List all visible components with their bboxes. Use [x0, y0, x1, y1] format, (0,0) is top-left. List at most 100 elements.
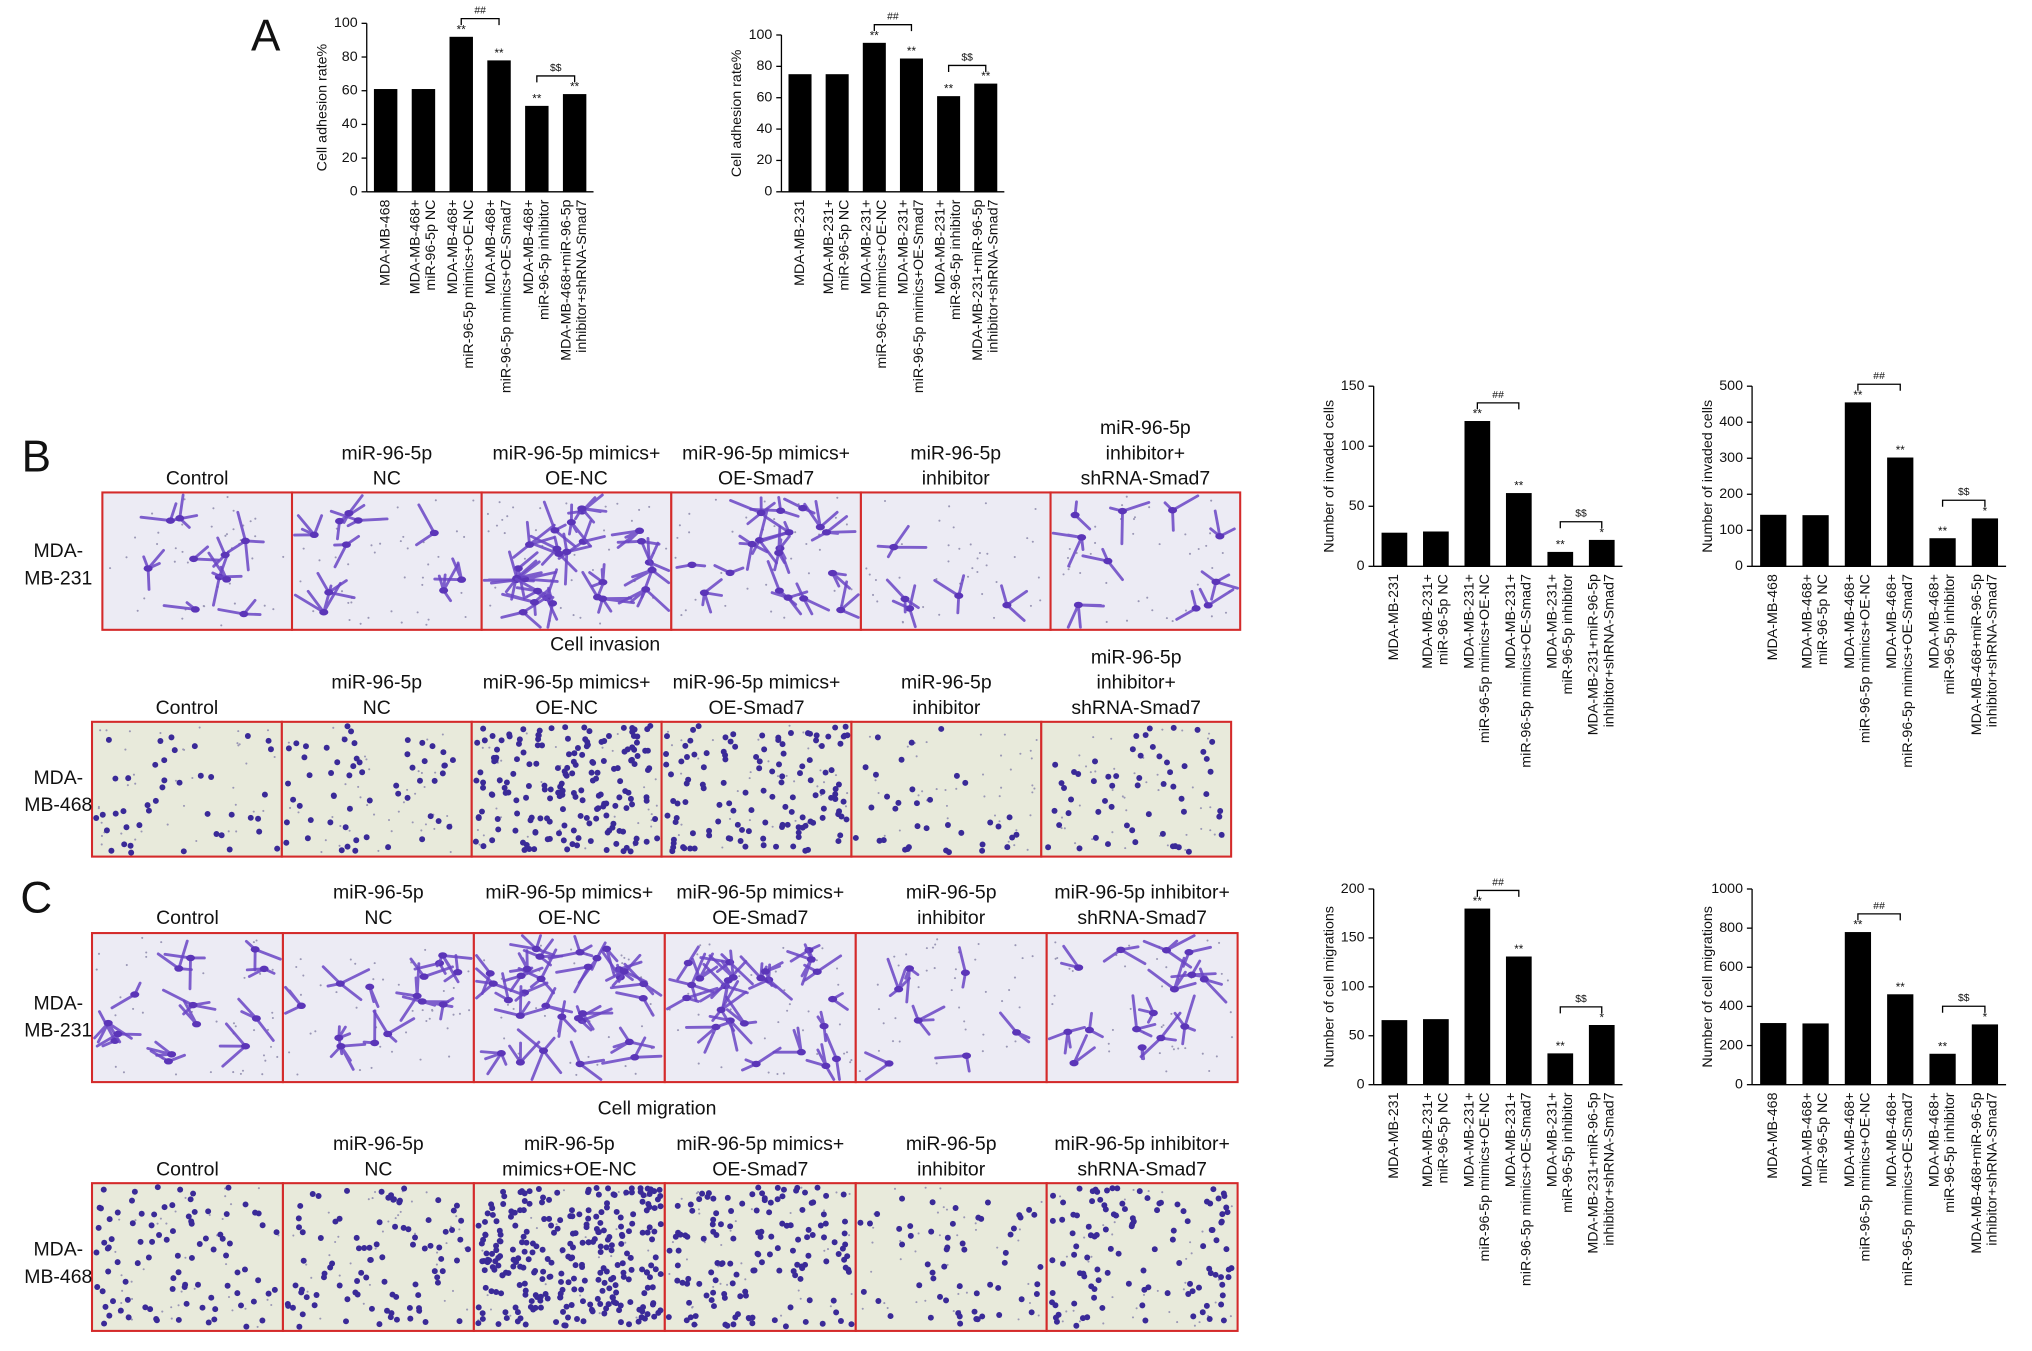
cell [259, 1222, 266, 1229]
cell [600, 1227, 607, 1234]
cell [601, 1279, 608, 1286]
cell [766, 1251, 773, 1258]
micrograph [1040, 720, 1233, 858]
speckle [334, 1240, 337, 1244]
speckle [381, 1230, 384, 1233]
speckle [570, 948, 573, 951]
cell-body [624, 1038, 634, 1046]
speckle [209, 1071, 212, 1074]
speckle [482, 834, 485, 837]
speckle [1051, 1003, 1054, 1006]
cell [526, 1188, 533, 1195]
cell [344, 723, 351, 730]
speckle [1205, 544, 1208, 547]
speckle [1161, 985, 1164, 988]
speckle [1121, 795, 1124, 798]
bar [1423, 1019, 1449, 1085]
x-tick-label: miR-96-5p NC [1815, 1092, 1831, 1183]
cell [341, 736, 348, 743]
cell [93, 1249, 100, 1256]
speckle [684, 609, 687, 612]
speckle [455, 1215, 458, 1218]
x-tick-label: MDA-MB-468+miR-96-5p [1969, 574, 1985, 735]
cell [481, 1267, 488, 1274]
cell [874, 1211, 881, 1217]
speckle [874, 779, 877, 782]
speckle [783, 616, 786, 619]
speckle [1017, 1239, 1020, 1242]
speckle [1063, 827, 1066, 830]
cell [478, 808, 485, 815]
cell [546, 1215, 553, 1222]
cell [672, 1233, 679, 1240]
cell [439, 1268, 446, 1275]
column-header: OE-Smad7 [712, 1158, 808, 1180]
cell [841, 1256, 848, 1263]
speckle [1001, 1000, 1004, 1003]
column-header: miR-96-5p mimics+ [485, 882, 653, 904]
speckle [945, 804, 948, 807]
significance: ** [1938, 525, 1948, 538]
speckle [624, 1065, 627, 1068]
column-header: Control [156, 1158, 219, 1180]
speckle [829, 1305, 832, 1308]
cell [569, 841, 576, 848]
cell [1167, 769, 1174, 776]
cell [616, 794, 623, 801]
cell [581, 1277, 588, 1284]
cell [825, 733, 832, 740]
x-tick-label: MDA-MB-231+ [933, 200, 949, 295]
speckle [344, 783, 347, 786]
speckle [1040, 1200, 1043, 1203]
x-tick-label: MDA-MB-231+ [1503, 574, 1519, 669]
speckle [458, 1228, 461, 1231]
cell [544, 1256, 551, 1263]
speckle [299, 580, 302, 583]
speckle [359, 796, 362, 799]
bar [1887, 457, 1914, 567]
cell [828, 767, 835, 774]
speckle [1182, 1288, 1185, 1291]
cell [710, 1195, 717, 1202]
row-label: MDA- [33, 1239, 83, 1261]
cell [532, 829, 539, 836]
speckle [1184, 1047, 1187, 1050]
cell [836, 808, 843, 815]
cell [923, 825, 930, 832]
cell [601, 800, 608, 807]
speckle [406, 547, 409, 550]
cell [749, 1314, 756, 1321]
cell [598, 1209, 605, 1216]
speckle [729, 1229, 732, 1232]
cell [481, 737, 488, 744]
cell [729, 496, 776, 526]
speckle [1209, 532, 1212, 535]
speckle [288, 1051, 291, 1054]
cell [569, 1230, 576, 1237]
cell [344, 1187, 350, 1194]
speckle [695, 1192, 698, 1195]
speckle [703, 1241, 706, 1244]
cell [1121, 1206, 1128, 1213]
speckle [886, 1307, 889, 1310]
speckle [917, 1232, 920, 1235]
cell [489, 733, 496, 739]
cell [712, 1277, 719, 1284]
cell-body [457, 576, 467, 583]
cell-body [439, 587, 449, 594]
cell [790, 1268, 797, 1275]
speckle [745, 516, 748, 519]
speckle [974, 1228, 977, 1231]
y-tick-label: 150 [1341, 378, 1365, 394]
speckle [421, 1009, 424, 1012]
y-tick-label: 100 [334, 15, 358, 31]
cell [643, 838, 650, 845]
cell [480, 779, 487, 786]
speckle [615, 1228, 618, 1231]
cell [611, 765, 617, 772]
speckle [411, 1009, 414, 1012]
speckle [365, 758, 368, 761]
cell [105, 1268, 112, 1275]
speckle [995, 581, 998, 584]
cell-body [167, 1051, 177, 1058]
